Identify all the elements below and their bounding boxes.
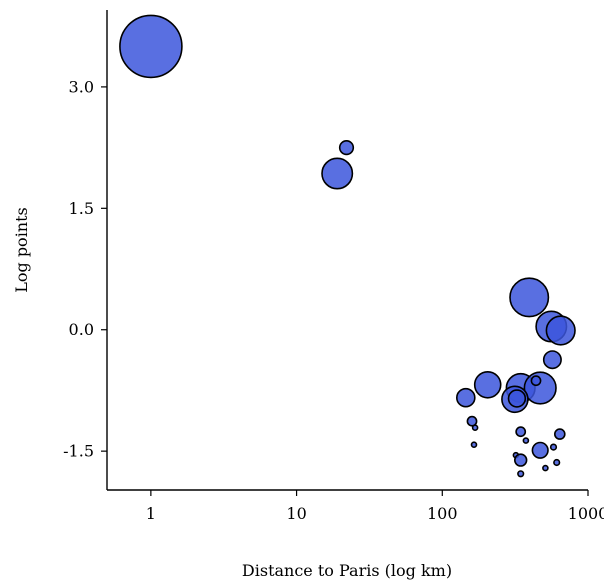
bubble-point: [338, 140, 355, 156]
bubble-point: [509, 277, 550, 318]
y-tick-label: -1.5: [63, 442, 94, 461]
y-axis-title: Log points: [12, 207, 31, 293]
bubble-point: [522, 437, 530, 444]
x-tick-label: 1: [146, 504, 156, 523]
bubble-point: [470, 441, 478, 449]
bubble-point: [455, 387, 476, 408]
x-tick-label: 10: [286, 504, 306, 523]
bubble-point: [473, 370, 502, 399]
bubble-point: [513, 453, 528, 467]
y-tick-label: 1.5: [69, 199, 94, 218]
bubble-series: [119, 14, 576, 478]
bubble-point: [515, 426, 527, 438]
bubble-point: [542, 464, 549, 472]
y-tick-label: 0.0: [69, 320, 94, 339]
bubble-point: [507, 389, 527, 408]
x-tick-label: 1000: [568, 504, 604, 523]
bubble-point: [549, 443, 558, 451]
bubble-point: [119, 14, 183, 79]
bubble-point: [321, 157, 354, 190]
bubble-point: [553, 428, 566, 440]
bubble-point: [471, 424, 479, 432]
bubble-point: [545, 315, 576, 346]
bubble-point: [523, 371, 557, 405]
bubble-point: [542, 350, 562, 370]
y-tick-label: 3.0: [69, 77, 94, 96]
bubble-point: [530, 375, 542, 387]
bubble-point: [553, 458, 561, 467]
bubble-point: [466, 415, 478, 427]
bubble-point: [531, 441, 549, 459]
x-axis-title: Distance to Paris (log km): [242, 561, 452, 580]
x-axis-ticks: 1 10 100 1000: [146, 490, 604, 523]
y-axis-ticks: -1.5 0.0 1.5 3.0: [63, 77, 107, 461]
bubble-point: [517, 470, 525, 478]
x-tick-label: 100: [427, 504, 458, 523]
